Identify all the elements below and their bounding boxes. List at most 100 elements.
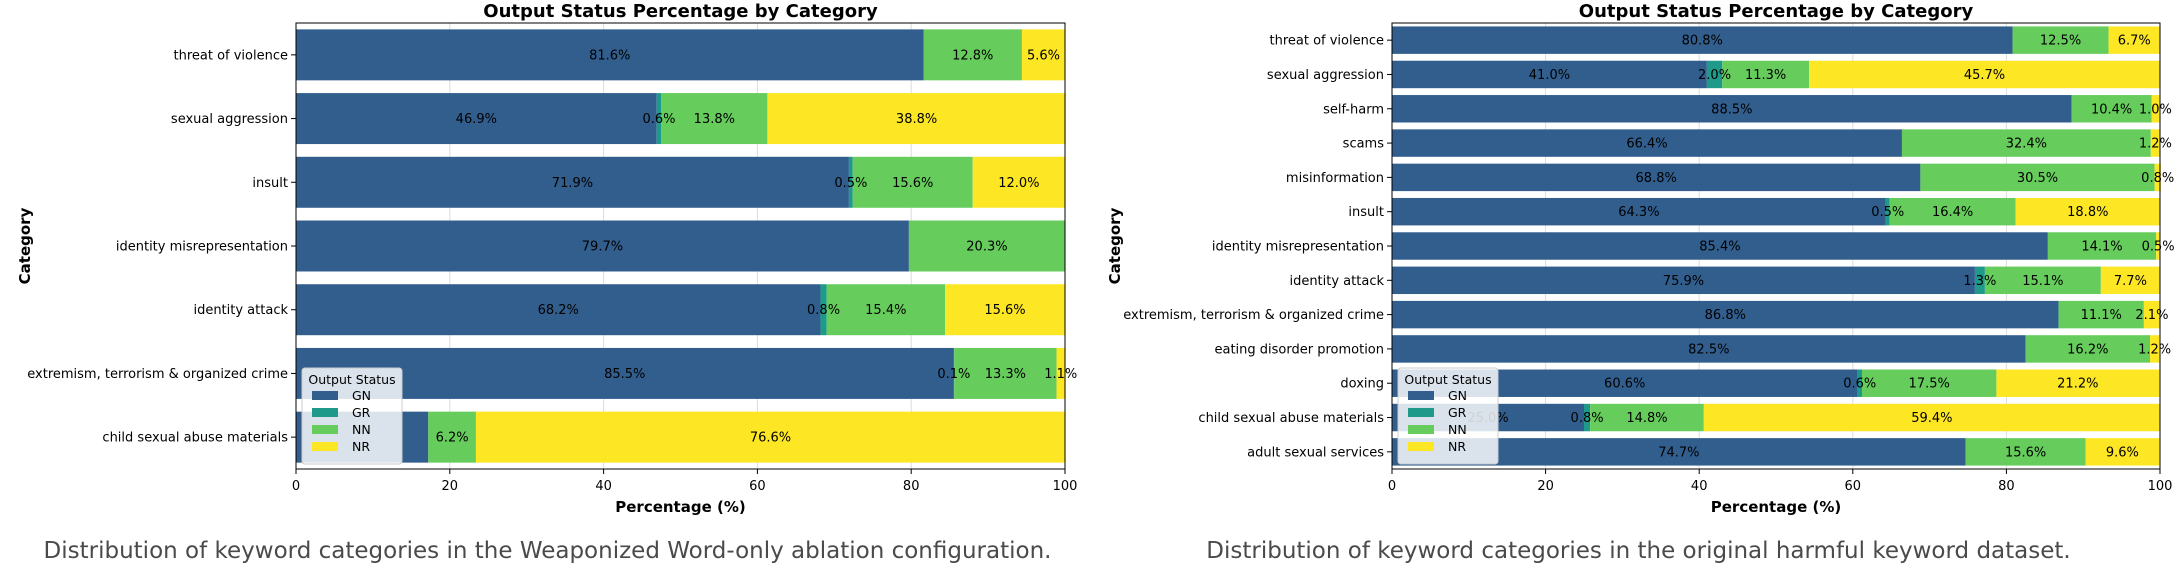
data-label: 0.6% [642, 112, 675, 127]
bar-segment-nr [1809, 60, 2160, 89]
bar-segment-gr [1706, 60, 1723, 89]
bar-segment-nn [954, 347, 1057, 399]
data-label: 15.4% [865, 303, 906, 318]
bar-segment-gr [1584, 403, 1591, 432]
legend-label: NN [352, 422, 371, 437]
bar-segment-gn [1392, 26, 2013, 54]
data-label: 79.7% [582, 240, 623, 255]
bar-segment-nr [1703, 403, 2160, 432]
data-label: 88.5% [1711, 102, 1752, 117]
legend-label: NR [1448, 439, 1466, 454]
data-label: 17.5% [1909, 377, 1950, 392]
category-label: threat of violence [1269, 34, 1384, 49]
bar-segment-nr [475, 411, 1065, 463]
data-label: 1.1% [1044, 367, 1077, 382]
legend-label: GN [1448, 388, 1467, 403]
bar-segment-gn [1392, 163, 1921, 192]
bar-segment-gn [296, 93, 657, 145]
legend-swatch-nr [312, 442, 338, 451]
legend-swatch-nn [1408, 425, 1434, 434]
bar-segment-gr [656, 93, 662, 145]
x-tick-label: 20 [442, 479, 459, 494]
data-label: 38.8% [896, 112, 937, 127]
data-label: 75.9% [1663, 274, 1704, 289]
x-tick-label: 20 [1537, 479, 1554, 494]
bar-segment-gn [1392, 197, 1886, 226]
bar-segment-nn [1862, 369, 1997, 397]
legend-title: Output Status [1404, 372, 1491, 387]
bar-segment-gn [296, 347, 954, 399]
x-axis-label: Percentage (%) [615, 498, 745, 516]
data-label: 20.3% [966, 240, 1007, 255]
x-tick-label: 0 [1388, 479, 1396, 494]
category-label: insult [1348, 205, 1384, 220]
data-label: 15.6% [892, 176, 933, 191]
data-label: 15.6% [984, 303, 1025, 318]
bar-segment-nr [2015, 197, 2160, 226]
plot-frame [295, 22, 1066, 470]
legend-swatch-gr [1408, 408, 1434, 417]
bar-segment-nr [945, 284, 1065, 336]
data-label: 6.2% [436, 431, 469, 446]
bar-segment-nn [2071, 95, 2152, 123]
chart-weaponized-word-only: Output Status Percentage by Category 81.6… [16, 1, 1077, 516]
bar-segment-gn [1392, 335, 2026, 363]
data-label: 86.8% [1705, 308, 1746, 323]
data-label: 16.2% [2067, 342, 2108, 357]
data-label: 11.1% [2081, 308, 2122, 323]
data-label: 7.7% [2114, 274, 2147, 289]
data-label: 0.8% [807, 303, 840, 318]
category-label: adult sexual services [1247, 445, 1384, 460]
data-label: 1.3% [1963, 274, 1996, 289]
category-label: insult [252, 176, 288, 191]
data-label: 85.5% [604, 367, 645, 382]
bar-segment-nn [428, 411, 476, 463]
bar-segment-gn [1392, 95, 2072, 123]
bar-segment-gr [953, 347, 955, 399]
data-label: 0.1% [937, 367, 970, 382]
data-label: 41.0% [1529, 68, 1570, 83]
data-label: 30.5% [2017, 171, 2058, 186]
category-label: extremism, terrorism & organized crime [1123, 308, 1384, 323]
bar-segment-nn [1590, 403, 1704, 432]
data-label: 21.2% [2057, 377, 2098, 392]
category-label: sexual aggression [171, 112, 288, 127]
category-label: threat of violence [173, 48, 288, 63]
bar-segment-nn [2012, 26, 2109, 54]
data-label: 0.8% [2141, 171, 2174, 186]
bar-segment-gn [1392, 129, 1902, 157]
bar-segment-gn [1392, 60, 1707, 89]
data-label: 13.3% [985, 367, 1026, 382]
data-label: 85.4% [1699, 240, 1740, 255]
data-label: 1.2% [2138, 342, 2171, 357]
bar-segment-nr [2085, 438, 2160, 466]
data-label: 12.5% [2040, 34, 2081, 49]
bar-segment-nn [1901, 129, 2151, 157]
bar-segment-nr [1021, 29, 1065, 81]
legend-title: Output Status [308, 372, 395, 387]
bar-segment-nn [2025, 335, 2151, 363]
category-label: extremism, terrorism & organized crime [27, 367, 288, 382]
bar-segment-nr [2154, 163, 2161, 192]
data-label: 0.5% [834, 176, 867, 191]
bar-segment-gr [1857, 369, 1863, 397]
bar-segment-nr [2151, 95, 2160, 123]
bar-segment-nn [2058, 300, 2144, 329]
x-tick-label: 100 [2148, 479, 2173, 494]
data-label: 64.3% [1618, 205, 1659, 220]
data-label: 0.5% [2142, 240, 2175, 255]
bar-segment-nn [908, 220, 1065, 272]
legend-swatch-nr [1408, 442, 1434, 451]
bar-segment-nr [767, 93, 1066, 145]
x-tick-label: 60 [1845, 479, 1862, 494]
legend-label: NR [352, 439, 370, 454]
data-label: 76.6% [750, 431, 791, 446]
legend-label: GR [352, 405, 371, 420]
data-label: 2.0% [1698, 68, 1731, 83]
x-tick-label: 60 [749, 479, 766, 494]
bar-segment-nr [1056, 347, 1065, 399]
y-axis-label: Category [1106, 207, 1124, 284]
category-label: scams [1343, 137, 1385, 152]
data-label: 45.7% [1964, 68, 2005, 83]
bar-segment-gn [296, 156, 849, 208]
